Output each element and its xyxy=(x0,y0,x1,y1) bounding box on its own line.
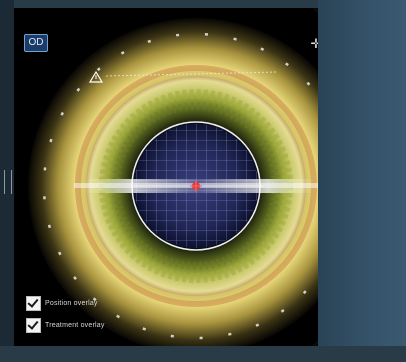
eye-camera-view[interactable]: OD ✛ Position overlay Treatment overlay xyxy=(14,8,318,346)
warning-triangle-icon xyxy=(88,70,104,83)
eye-side-badge[interactable]: OD xyxy=(24,34,48,52)
checkbox-label: Position overlay xyxy=(45,299,98,307)
checkbox-icon[interactable] xyxy=(26,317,41,333)
left-scroll-handle[interactable] xyxy=(4,170,12,194)
checkbox-label: Treatment overlay xyxy=(45,321,105,329)
right-side-panel xyxy=(318,0,406,362)
overlay-checkbox-position[interactable]: Position overlay xyxy=(26,294,98,312)
crosshair-move-icon[interactable]: ✛ xyxy=(310,36,318,51)
left-border xyxy=(0,0,14,362)
checkbox-icon[interactable] xyxy=(26,295,41,311)
top-border xyxy=(0,0,406,8)
eye-image xyxy=(14,8,318,346)
bottom-border xyxy=(0,346,406,362)
overlay-checkbox-treatment[interactable]: Treatment overlay xyxy=(26,316,105,334)
